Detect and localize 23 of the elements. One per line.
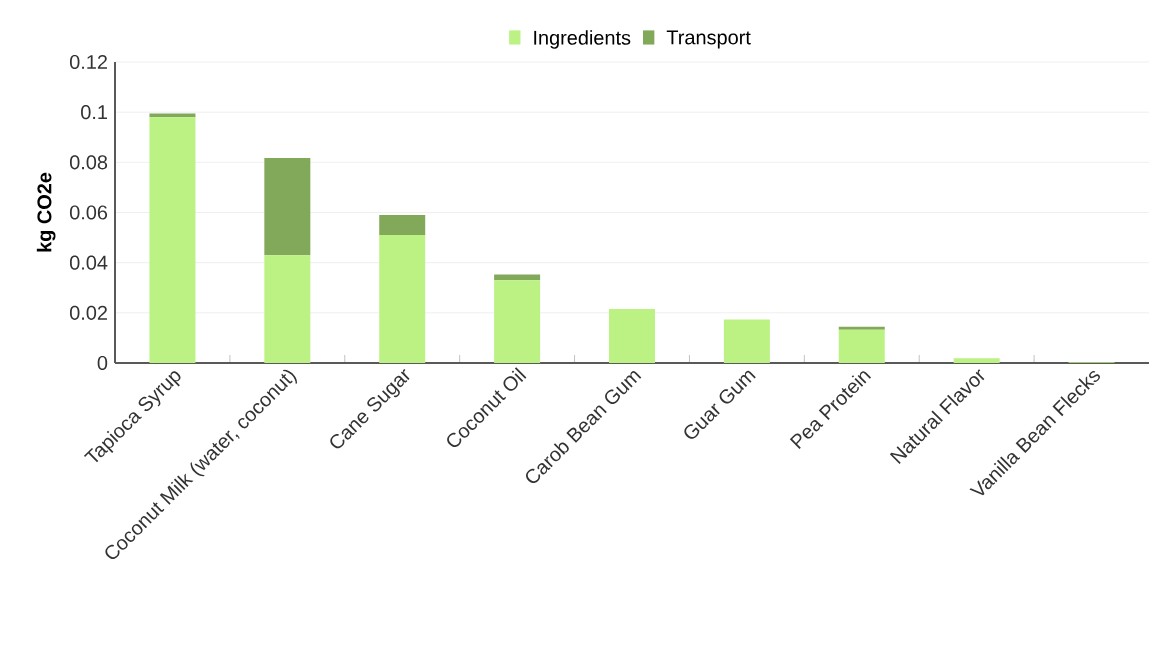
y-tick-label: 0 — [97, 355, 108, 371]
bar — [953, 358, 1000, 363]
legend-label: Transport — [666, 30, 751, 49]
bar — [264, 255, 311, 363]
bar — [838, 326, 885, 330]
bar — [494, 274, 541, 281]
bar — [149, 113, 196, 118]
bar — [838, 329, 885, 363]
y-tick-label: 0.1 — [81, 105, 107, 120]
bar — [608, 309, 655, 363]
y-tick-label: 0.12 — [69, 54, 107, 70]
y-tick-label: 0.04 — [69, 255, 108, 270]
bar — [494, 280, 541, 363]
bar — [379, 235, 426, 363]
bar — [149, 117, 196, 363]
y-tick-label: 0.02 — [69, 305, 107, 320]
y-axis-title: kg CO2e — [36, 172, 56, 252]
y-tick-label: 0.06 — [69, 205, 108, 220]
y-tick-label: 0.08 — [69, 155, 108, 170]
bar — [723, 319, 770, 363]
bar — [379, 215, 426, 236]
bar — [264, 158, 311, 256]
legend-label: Ingredients — [534, 30, 631, 49]
